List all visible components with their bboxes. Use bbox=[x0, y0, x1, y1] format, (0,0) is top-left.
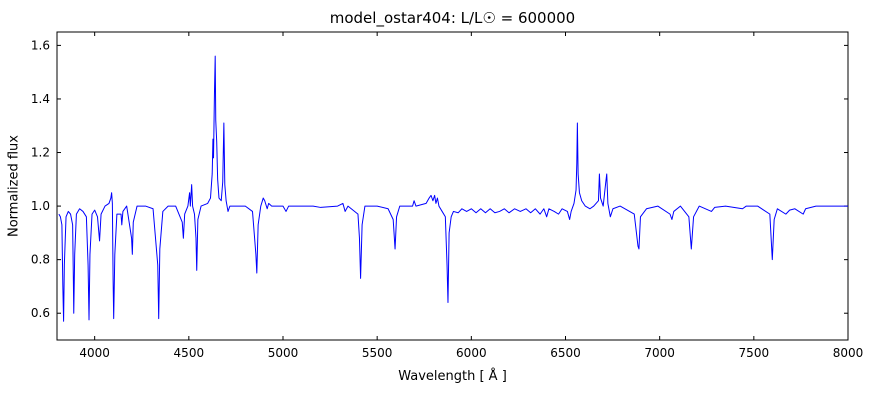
chart-title: model_ostar404: L/L☉ = 600000 bbox=[329, 9, 576, 27]
x-tick-label: 7000 bbox=[644, 346, 675, 360]
y-tick-label: 1.2 bbox=[31, 146, 50, 160]
x-axis-label: Wavelength [ Å ] bbox=[398, 369, 507, 384]
x-tick-label: 7500 bbox=[739, 346, 770, 360]
y-tick-label: 1.0 bbox=[31, 199, 50, 213]
x-tick-label: 4500 bbox=[174, 346, 205, 360]
x-tick-label: 6500 bbox=[550, 346, 581, 360]
x-tick-label: 5500 bbox=[362, 346, 393, 360]
y-tick-label: 0.8 bbox=[31, 253, 50, 267]
x-tick-label: 6000 bbox=[456, 346, 487, 360]
plot-border bbox=[56, 31, 849, 341]
y-axis-label: Normalized flux bbox=[6, 135, 22, 237]
x-tick-label: 4000 bbox=[79, 346, 110, 360]
x-tick-label: 8000 bbox=[833, 346, 864, 360]
y-tick-label: 1.6 bbox=[31, 38, 50, 52]
x-tick-label: 5000 bbox=[268, 346, 299, 360]
y-tick-label: 0.6 bbox=[31, 306, 50, 320]
y-tick-label: 1.4 bbox=[31, 92, 50, 106]
spectrum-line bbox=[58, 55, 848, 322]
